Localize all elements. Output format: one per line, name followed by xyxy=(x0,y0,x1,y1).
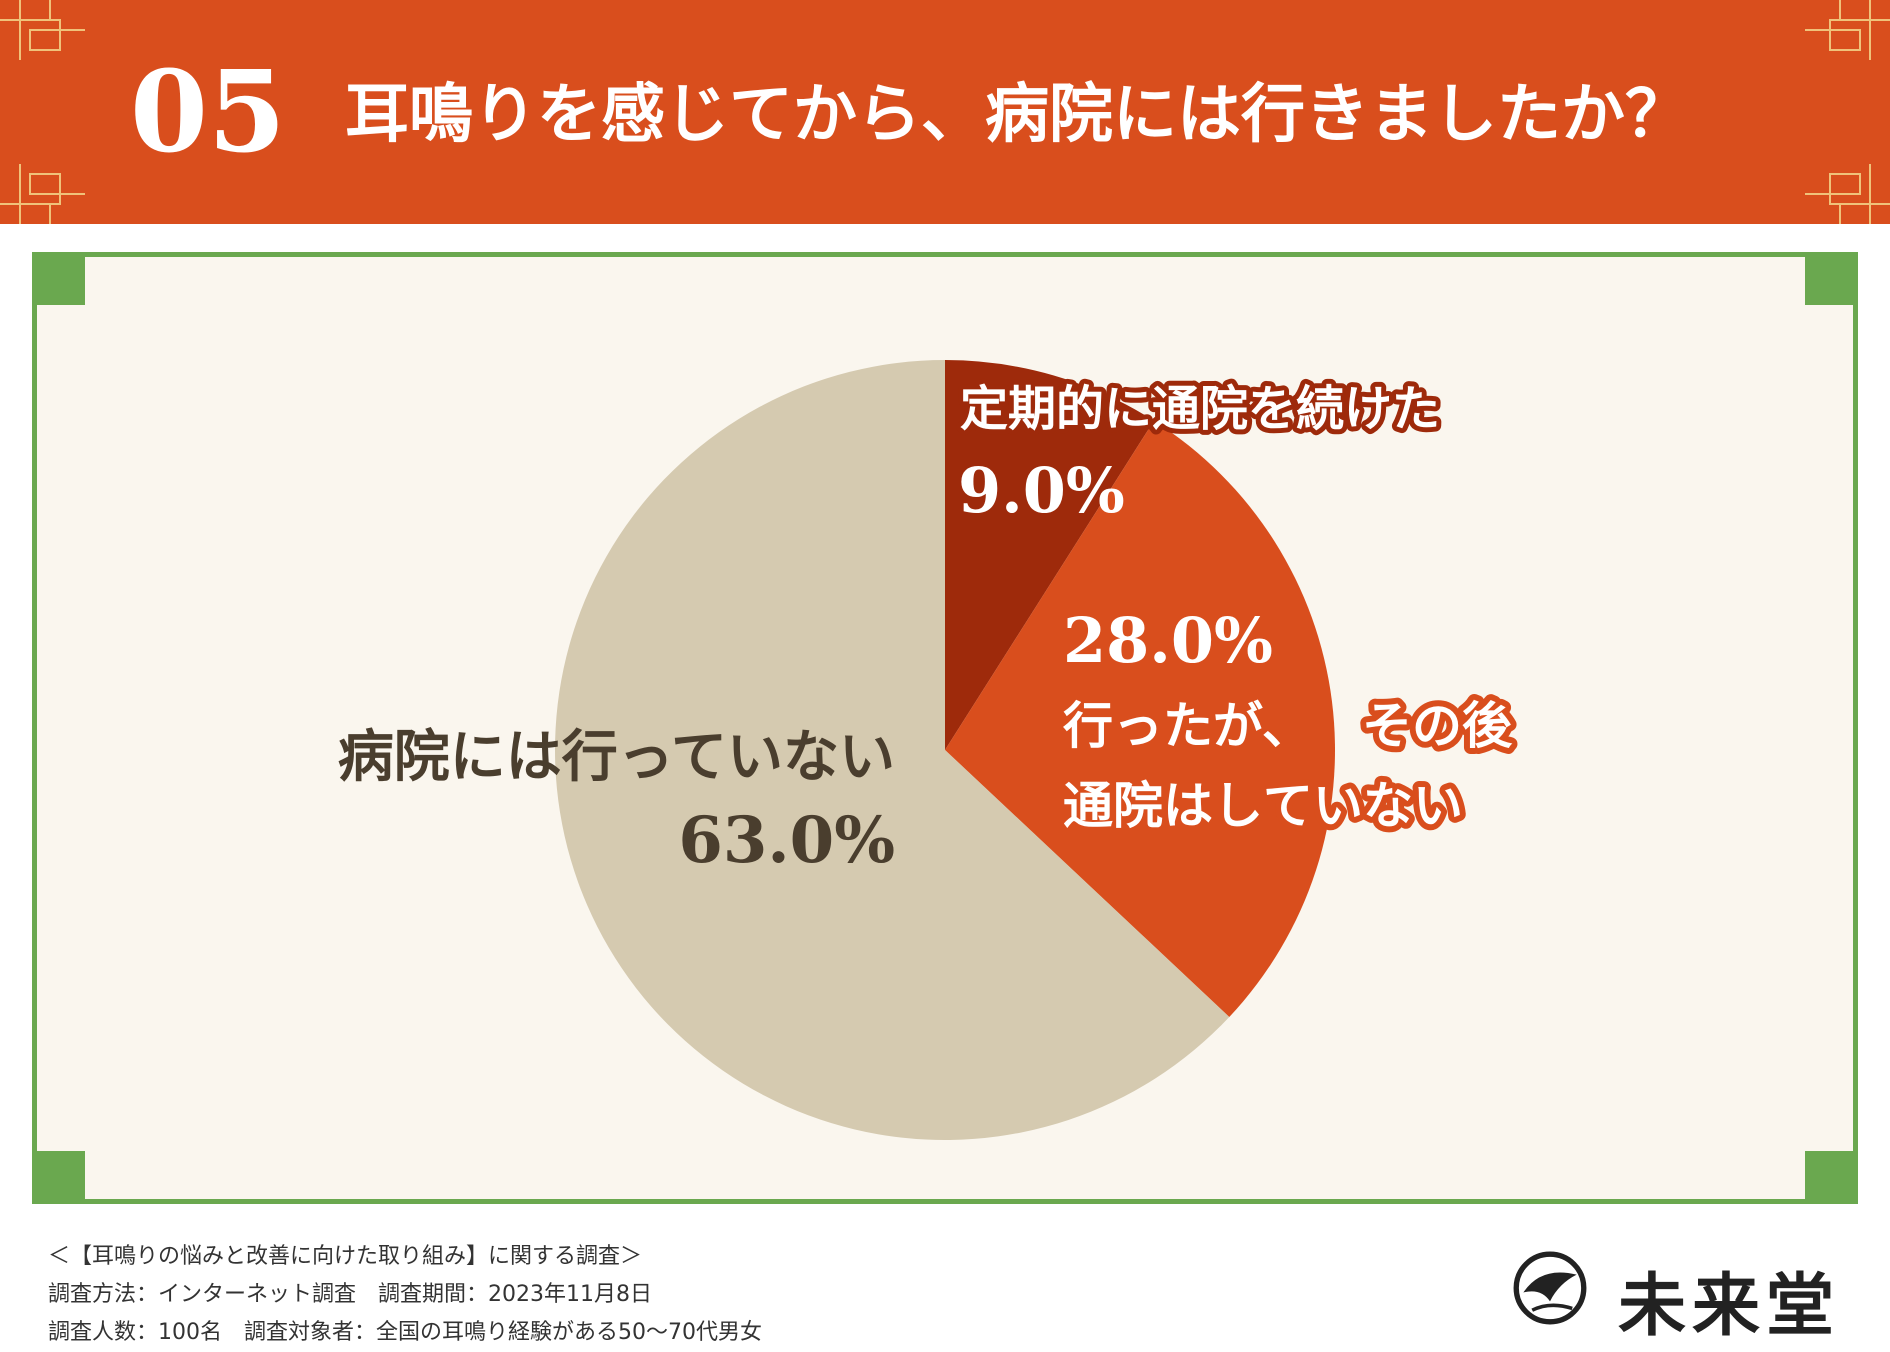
slice-label-visited-once-line2a: 通院はし xyxy=(1063,777,1263,835)
slice-value-not-visited: 63.0% xyxy=(678,803,895,878)
slice-label-regular-visits: 定期的に通院を続けた xyxy=(960,381,1440,437)
pie-slice-regular-visits xyxy=(945,360,1154,750)
crane-emblem-icon xyxy=(1513,1251,1587,1325)
panel-corner xyxy=(1805,257,1853,305)
brand-logo-text: 未来堂 xyxy=(1618,1267,1841,1346)
corner-ornament-icon xyxy=(0,0,85,224)
survey-title: ＜【耳鳴りの悩みと改善に向けた取り組み】に関する調査＞ xyxy=(48,1244,643,1269)
slice-label-not-visited: 病院には行っていない xyxy=(338,725,895,790)
slice-label-visited-once-line2b: ていない xyxy=(1263,777,1463,835)
slice-label-visited-once-line1b: その後 xyxy=(1362,697,1513,755)
pie-slice-visited-once xyxy=(945,420,1336,1017)
slice-value-visited-once: 28.0% xyxy=(1063,604,1273,677)
panel-corner xyxy=(37,1151,85,1199)
question-title: 耳鳴りを感じてから、病院には行きましたか？ xyxy=(345,78,1689,152)
panel-corner xyxy=(37,257,85,305)
survey-method: 調査方法：インターネット調査 調査期間：2023年11月8日 xyxy=(48,1282,652,1307)
survey-participants: 調査人数：100名 調査対象者：全国の耳鳴り経験がある50～70代男女 xyxy=(48,1320,762,1345)
question-number: 05 xyxy=(130,47,286,178)
survey-footer: ＜【耳鳴りの悩みと改善に向けた取り組み】に関する調査＞ 調査方法：インターネット… xyxy=(48,1238,762,1352)
slice-value-regular-visits: 9.0% xyxy=(958,454,1125,527)
pie-slice-not-visited xyxy=(555,360,1230,1140)
corner-ornament-icon xyxy=(1805,0,1890,224)
panel-corner xyxy=(1805,1151,1853,1199)
header-banner: 05 耳鳴りを感じてから、病院には行きましたか？ xyxy=(0,0,1890,224)
slice-label-visited-once-line1a: 行ったが、 xyxy=(1063,697,1312,755)
